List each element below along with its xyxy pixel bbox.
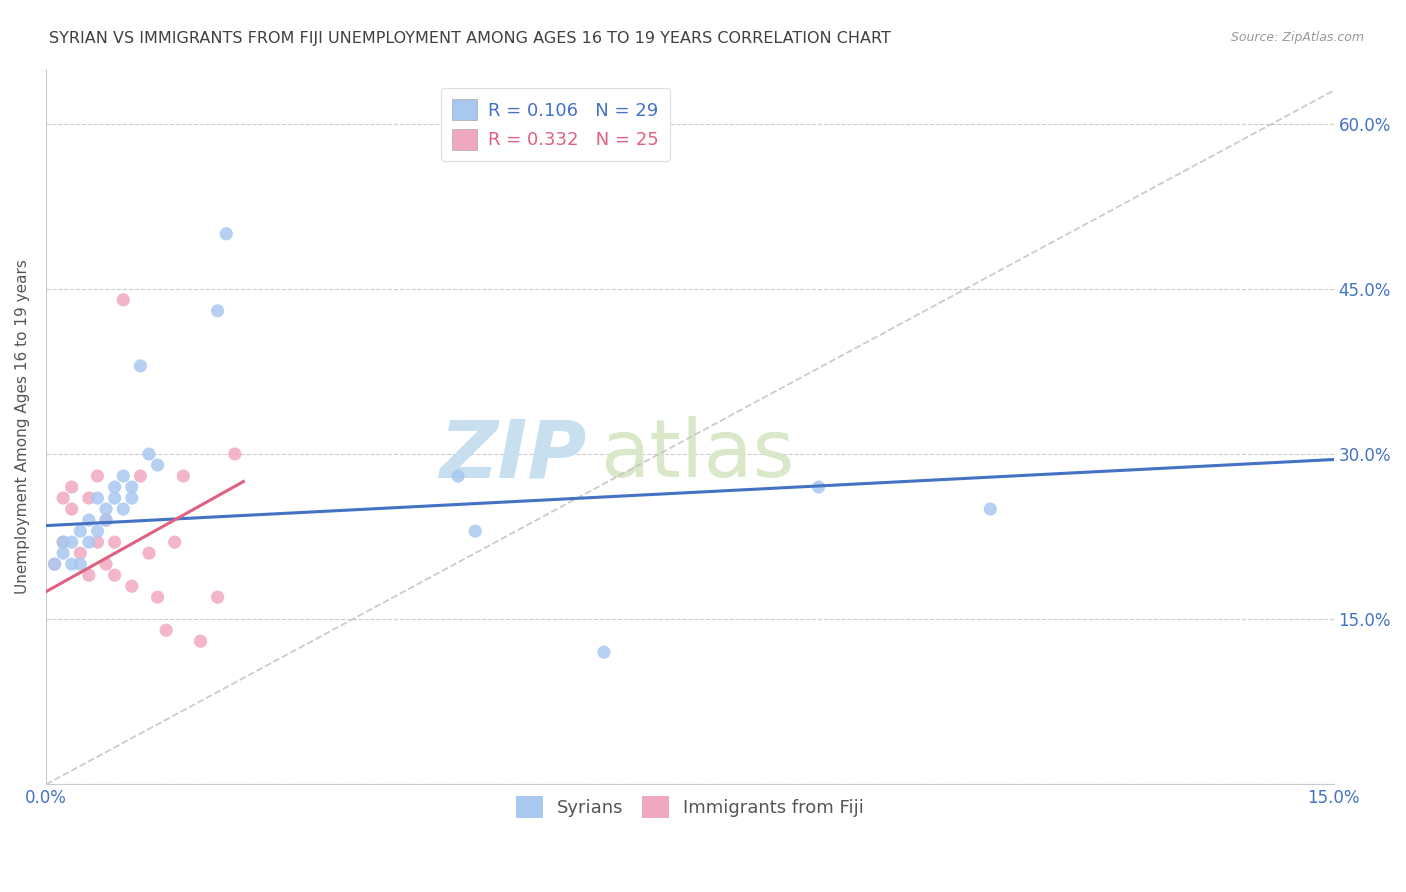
Point [94, 502, 117, 516]
Point [146, 590, 169, 604]
Point [77, 491, 100, 505]
Point [155, 624, 177, 638]
Point [77, 535, 100, 549]
Point [121, 491, 143, 505]
Point [129, 359, 152, 373]
Point [104, 491, 127, 505]
Point [60, 557, 83, 571]
Point [112, 469, 135, 483]
Point [121, 480, 143, 494]
Text: atlas: atlas [600, 416, 794, 494]
Point [129, 469, 152, 483]
Point [104, 480, 127, 494]
Point [52, 546, 75, 560]
Point [94, 513, 117, 527]
Text: ZIP: ZIP [440, 416, 586, 494]
Text: Source: ZipAtlas.com: Source: ZipAtlas.com [1230, 31, 1364, 45]
Point [163, 535, 186, 549]
Point [593, 645, 616, 659]
Point [447, 469, 470, 483]
Point [44, 557, 66, 571]
Point [52, 535, 75, 549]
Point [60, 535, 83, 549]
Point [112, 293, 135, 307]
Point [86, 535, 108, 549]
Y-axis label: Unemployment Among Ages 16 to 19 years: Unemployment Among Ages 16 to 19 years [15, 259, 30, 594]
Point [979, 502, 1001, 516]
Point [94, 513, 117, 527]
Point [77, 513, 100, 527]
Point [464, 524, 486, 538]
Point [172, 469, 194, 483]
Point [69, 557, 91, 571]
Point [69, 546, 91, 560]
Point [121, 579, 143, 593]
Point [146, 458, 169, 472]
Point [104, 568, 127, 582]
Point [52, 491, 75, 505]
Point [138, 447, 160, 461]
Point [190, 634, 212, 648]
Point [86, 524, 108, 538]
Point [94, 557, 117, 571]
Point [807, 480, 830, 494]
Point [77, 568, 100, 582]
Point [86, 491, 108, 505]
Point [69, 524, 91, 538]
Point [207, 590, 229, 604]
Text: SYRIAN VS IMMIGRANTS FROM FIJI UNEMPLOYMENT AMONG AGES 16 TO 19 YEARS CORRELATIO: SYRIAN VS IMMIGRANTS FROM FIJI UNEMPLOYM… [49, 31, 891, 46]
Point [44, 557, 66, 571]
Point [86, 469, 108, 483]
Point [207, 303, 229, 318]
Point [52, 535, 75, 549]
Point [104, 535, 127, 549]
Point [112, 502, 135, 516]
Point [60, 480, 83, 494]
Point [60, 502, 83, 516]
Point [138, 546, 160, 560]
Point [215, 227, 238, 241]
Point [224, 447, 246, 461]
Legend: Syrians, Immigrants from Fiji: Syrians, Immigrants from Fiji [509, 789, 872, 825]
